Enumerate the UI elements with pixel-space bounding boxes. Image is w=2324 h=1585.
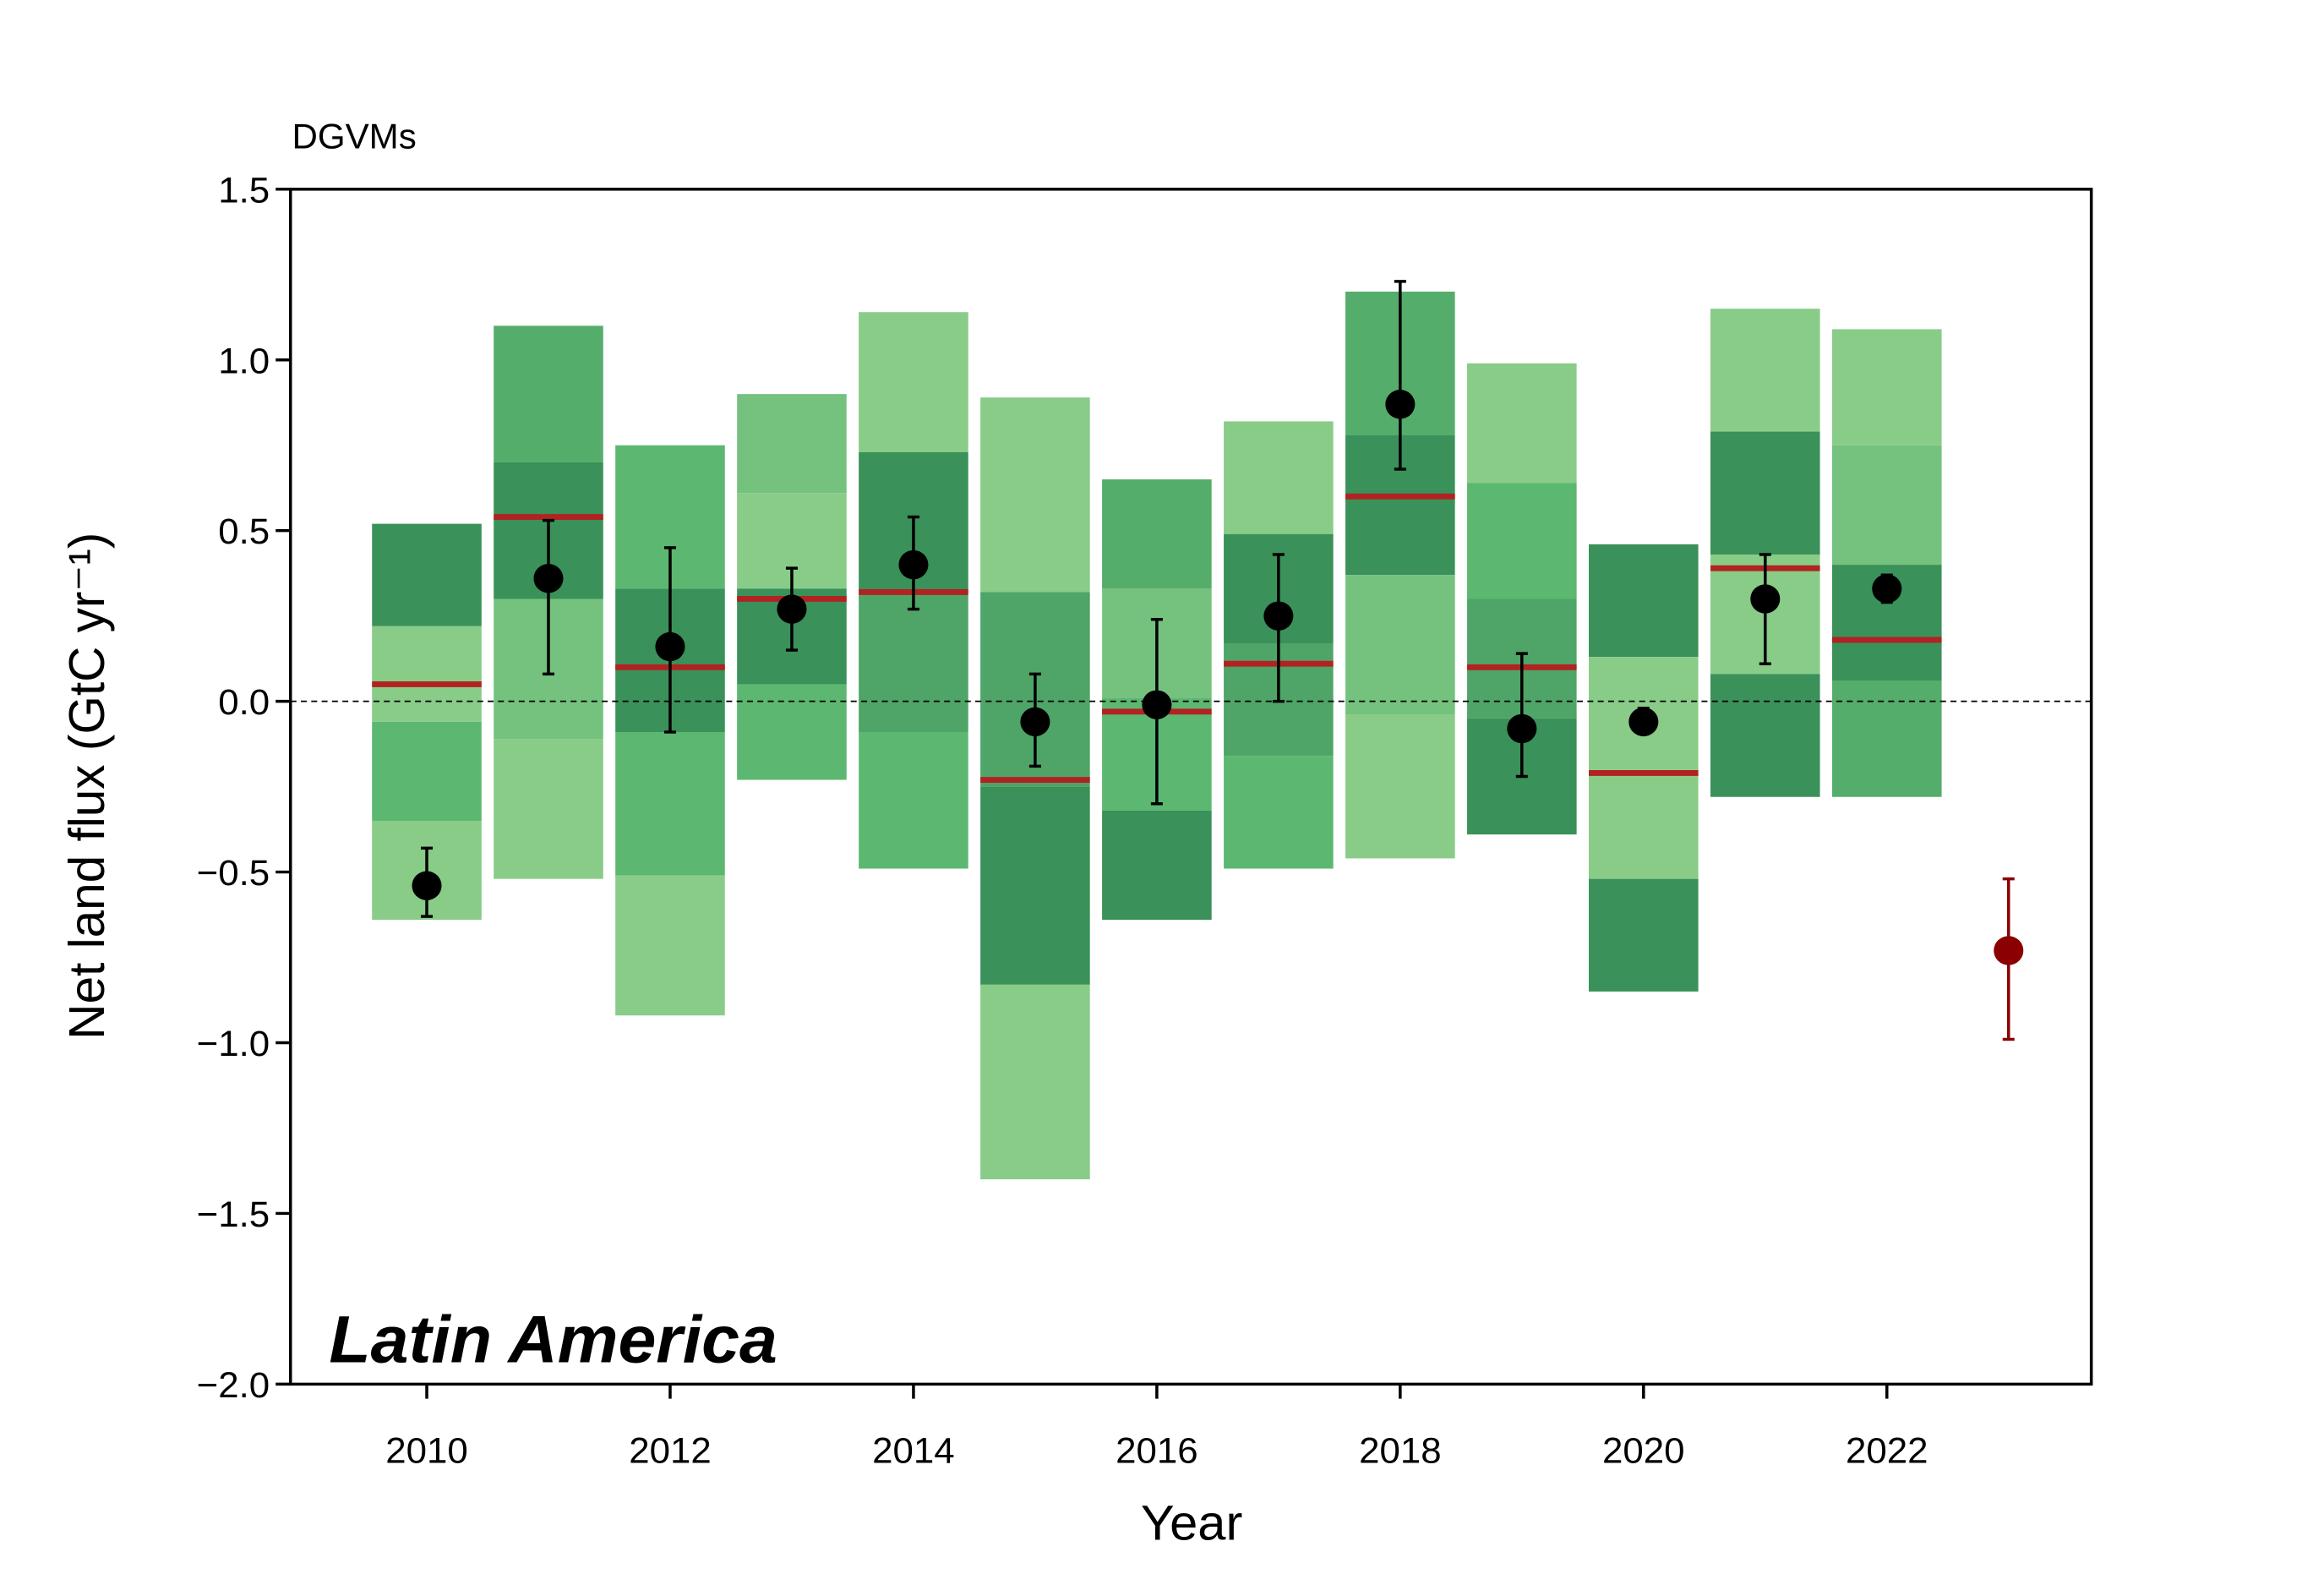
mean-dot <box>1385 390 1416 419</box>
y-tick-label: −2.0 <box>197 1365 270 1406</box>
axes-frame <box>288 188 2093 1386</box>
mean-dot <box>1142 690 1172 719</box>
x-tick-label: 2012 <box>629 1431 712 1472</box>
range-band <box>1831 680 1942 797</box>
range-band <box>1345 714 1455 859</box>
range-band <box>1102 810 1212 921</box>
range-band <box>615 875 725 1016</box>
range-band <box>1831 445 1942 566</box>
range-band <box>1589 878 1699 992</box>
mean-dot <box>1507 713 1537 744</box>
range-band <box>372 523 482 626</box>
range-band <box>1467 483 1577 599</box>
y-tick-label: 0.0 <box>218 682 270 723</box>
y-tick-label: 0.5 <box>218 512 270 553</box>
y-axis-label: Net land flux (GtC yr⁻¹) <box>58 533 115 1040</box>
annotation: Latin America <box>329 1302 777 1376</box>
range-band <box>1224 421 1334 534</box>
y-tick-label: 1.5 <box>218 171 270 211</box>
mean-dot <box>1750 584 1781 614</box>
range-band <box>494 325 603 462</box>
range-band <box>859 312 968 452</box>
y-tick-label: −0.5 <box>197 853 270 894</box>
range-band <box>1102 479 1212 589</box>
x-tick-label: 2020 <box>1602 1431 1685 1472</box>
range-band <box>859 731 968 869</box>
range-band <box>980 397 1090 593</box>
chart-title: DGVMs <box>292 117 417 156</box>
range-band <box>1710 309 1820 432</box>
range-band <box>980 786 1090 985</box>
range-band <box>1710 431 1820 555</box>
mean-dot <box>533 564 564 593</box>
range-band <box>1224 756 1334 869</box>
x-tick-label: 2016 <box>1116 1431 1198 1472</box>
x-tick-label: 2014 <box>872 1431 955 1472</box>
mean-dot <box>412 871 442 900</box>
mean-dot <box>655 631 685 662</box>
range-band <box>615 731 725 876</box>
range-band <box>494 739 603 879</box>
range-band <box>372 721 482 822</box>
mean-dot <box>777 594 807 624</box>
mean-dot <box>1628 707 1659 737</box>
range-band <box>372 626 482 722</box>
mean-dot <box>1872 574 1902 604</box>
range-band <box>737 684 847 780</box>
mean-dot <box>1020 707 1050 737</box>
range-band <box>1710 674 1820 797</box>
mean-dot <box>898 549 929 580</box>
x-tick-label: 2022 <box>1846 1431 1928 1472</box>
y-tick-label: 1.0 <box>218 342 270 382</box>
range-band <box>980 984 1090 1180</box>
range-band <box>1589 769 1699 879</box>
x-tick-label: 2010 <box>385 1431 468 1472</box>
mean-dot <box>1263 601 1294 631</box>
x-axis-label: Year <box>1141 1495 1242 1550</box>
range-band <box>1467 363 1577 484</box>
extra-dot <box>1994 936 2024 965</box>
range-band <box>737 394 847 494</box>
range-band <box>1345 575 1455 715</box>
range-band <box>859 592 968 732</box>
y-tick-label: −1.5 <box>197 1194 270 1235</box>
x-tick-label: 2018 <box>1359 1431 1442 1472</box>
range-band <box>1589 544 1699 658</box>
y-tick-label: −1.0 <box>197 1024 270 1064</box>
range-band <box>1831 329 1942 445</box>
